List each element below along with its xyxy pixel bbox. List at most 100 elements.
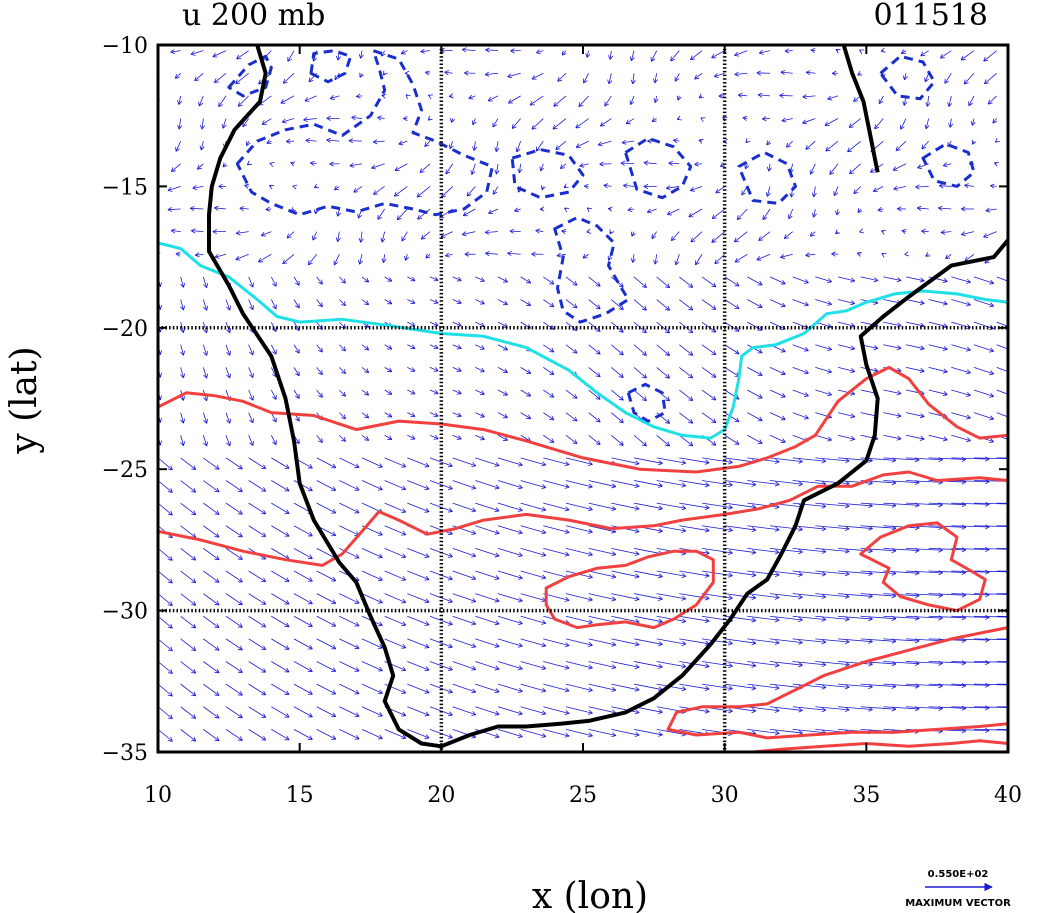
wind-vector: [679, 683, 710, 691]
wind-vector: [779, 93, 793, 99]
wind-vector: [475, 276, 485, 282]
wind-vector: [747, 706, 780, 713]
wind-vector: [656, 525, 687, 533]
wind-vector: [883, 344, 902, 351]
wind-vector: [203, 729, 220, 742]
wind-vector: [407, 729, 430, 739]
wind-vector: [963, 73, 975, 85]
wind-vector: [407, 480, 430, 491]
wind-vector: [202, 412, 208, 424]
wind-vector: [940, 229, 952, 235]
wind-vector: [429, 502, 453, 513]
wind-vector: [563, 183, 569, 189]
wind-vector: [464, 70, 476, 76]
wind-vector: [847, 140, 861, 153]
wind-vector: [733, 231, 748, 243]
wind-vector: [271, 615, 290, 628]
wind-vector: [497, 570, 523, 580]
wind-vector: [769, 547, 803, 555]
wind-vector: [349, 162, 363, 168]
wind-vector: [384, 570, 407, 581]
wind-vector: [960, 50, 975, 61]
wind-vector: [235, 72, 249, 85]
wind-vector: [361, 729, 383, 740]
wind-vector: [271, 751, 273, 752]
wind-vector: [857, 208, 863, 214]
wind-vector: [372, 139, 385, 145]
wind-vector: [199, 141, 205, 151]
wind-vector: [984, 72, 997, 85]
wind-vector: [326, 137, 340, 143]
wind-vector: [293, 367, 300, 377]
wind-vector: [860, 276, 879, 283]
wind-vector: [180, 593, 197, 606]
wind-vector: [676, 115, 682, 121]
wind-vector: [316, 570, 337, 582]
wind-vector: [361, 706, 383, 717]
wind-vector: [835, 208, 841, 216]
wind-vector: [198, 95, 204, 107]
wind-vector: [285, 138, 295, 144]
wind-vector: [809, 163, 816, 175]
wind-vector: [196, 163, 204, 170]
wind-vector: [214, 253, 227, 259]
wind-vector: [158, 751, 159, 752]
wind-vector: [407, 276, 416, 282]
wind-vector: [485, 250, 499, 257]
wind-vector: [190, 205, 204, 212]
wind-vector: [695, 254, 703, 266]
wind-vector: [656, 480, 687, 488]
wind-vector: [643, 160, 657, 166]
wind-vector: [835, 49, 841, 54]
wind-vector: [674, 254, 680, 266]
wind-vector: [701, 593, 733, 601]
wind-vector: [588, 502, 617, 511]
wind-vector: [679, 480, 710, 488]
wind-vector: [701, 638, 733, 646]
wind-vector: [694, 72, 703, 80]
wind-vector: [417, 208, 431, 220]
contour-positive: [859, 521, 987, 613]
wind-vector: [827, 95, 839, 101]
wind-vector: [339, 729, 360, 740]
wind-vector: [757, 92, 771, 98]
wind-vector: [407, 367, 416, 372]
wind-vector: [203, 548, 220, 561]
wind-vector: [679, 457, 710, 465]
wind-vector: [316, 683, 337, 695]
wind-vector: [492, 186, 499, 195]
wind-vector: [611, 593, 640, 602]
wind-vector: [180, 638, 197, 651]
wind-vector: [339, 683, 360, 695]
wind-vector: [565, 706, 593, 715]
wind-vector: [203, 638, 220, 651]
wind-vector: [630, 73, 636, 85]
wind-vector: [214, 205, 227, 211]
wind-vector: [996, 661, 1008, 663]
wind-vector: [588, 434, 601, 446]
wind-vector: [407, 706, 430, 717]
wind-vector: [497, 593, 523, 603]
wind-vector: [462, 208, 476, 217]
wind-vector: [555, 140, 567, 150]
wind-vector: [792, 276, 809, 284]
wind-vector: [248, 525, 267, 537]
wind-vector: [158, 209, 159, 210]
wind-vector: [225, 638, 243, 651]
wind-vector: [579, 162, 589, 168]
wind-vector: [629, 95, 635, 105]
wind-vector: [384, 457, 407, 468]
wind-vector: [996, 638, 1008, 640]
wind-vector: [872, 186, 884, 193]
wind-vector: [543, 661, 570, 670]
wind-vector: [225, 367, 231, 379]
contour-positive: [752, 739, 1008, 752]
wind-vector: [293, 706, 313, 718]
wind-vector: [837, 434, 856, 441]
wind-vector: [611, 412, 624, 424]
wind-vector: [951, 367, 971, 375]
wind-vector: [916, 205, 929, 211]
wind-vector: [236, 50, 249, 60]
wind-vector: [158, 706, 173, 720]
